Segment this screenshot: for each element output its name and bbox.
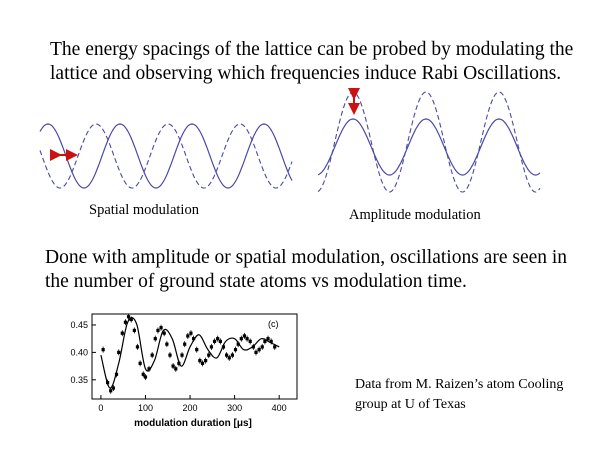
spatial-modulation-caption: Spatial modulation bbox=[89, 202, 199, 218]
data-point bbox=[168, 353, 172, 357]
fit-curve bbox=[100, 317, 280, 389]
amplitude-modulation-caption: Amplitude modulation bbox=[349, 207, 481, 223]
data-point bbox=[123, 320, 128, 324]
data-point bbox=[192, 337, 196, 341]
data-point bbox=[186, 334, 190, 338]
data-point bbox=[266, 337, 270, 341]
spatial-dashed-wave bbox=[39, 123, 293, 189]
data-point bbox=[180, 353, 184, 357]
y-tick-label: 0.35 bbox=[70, 375, 88, 385]
data-point bbox=[114, 372, 119, 376]
data-point bbox=[230, 353, 234, 357]
data-point bbox=[204, 359, 208, 363]
data-point bbox=[242, 334, 247, 338]
data-point bbox=[273, 345, 277, 349]
data-point bbox=[236, 342, 240, 346]
data-point bbox=[132, 328, 136, 333]
data-point bbox=[183, 342, 187, 346]
amplitude-modulation-diagram bbox=[317, 88, 541, 193]
data-point bbox=[129, 317, 133, 322]
data-point bbox=[117, 350, 121, 354]
data-point bbox=[224, 353, 229, 357]
x-axis: 0 100 200 300 400 bbox=[98, 395, 287, 413]
y-axis: 0.35 0.40 0.45 bbox=[70, 320, 96, 385]
data-point bbox=[257, 348, 261, 352]
data-point bbox=[216, 337, 220, 341]
data-point bbox=[174, 367, 178, 371]
y-tick-label: 0.45 bbox=[70, 320, 88, 330]
x-tick-label: 400 bbox=[272, 403, 287, 413]
data-point bbox=[138, 361, 142, 365]
data-point bbox=[159, 326, 163, 330]
data-point bbox=[126, 315, 131, 319]
x-axis-title: modulation duration [μs] bbox=[134, 418, 252, 429]
data-point bbox=[221, 345, 226, 349]
data-point bbox=[263, 339, 267, 344]
data-point bbox=[200, 361, 205, 365]
data-point bbox=[143, 375, 148, 379]
data-point bbox=[147, 367, 151, 371]
data-point bbox=[141, 372, 145, 376]
data-point bbox=[209, 345, 214, 349]
x-tick-label: 100 bbox=[138, 403, 153, 413]
data-point bbox=[269, 339, 273, 344]
amplitude-dashed-wave bbox=[317, 91, 541, 193]
data-point bbox=[150, 353, 154, 357]
spatial-modulation-diagram bbox=[39, 123, 293, 189]
data-point bbox=[105, 380, 110, 385]
data-credit: Data from M. Raizen’s atom Cooling group… bbox=[355, 377, 564, 412]
data-point bbox=[109, 389, 113, 393]
data-point bbox=[227, 356, 231, 360]
plot-frame bbox=[91, 313, 298, 400]
data-point bbox=[260, 345, 264, 349]
data-point bbox=[212, 339, 217, 344]
data-point bbox=[251, 345, 255, 349]
intro-text: The energy spacings of the lattice can b… bbox=[50, 39, 574, 84]
data-point bbox=[233, 348, 238, 352]
spatial-solid-wave bbox=[39, 123, 293, 189]
amplitude-solid-wave bbox=[317, 118, 541, 176]
data-point bbox=[198, 359, 202, 363]
data-point bbox=[101, 348, 105, 352]
data-point bbox=[162, 331, 166, 335]
data-point bbox=[245, 337, 249, 341]
data-point bbox=[165, 342, 169, 346]
data-point bbox=[156, 328, 160, 333]
data-point bbox=[120, 331, 124, 335]
data-point bbox=[111, 386, 115, 390]
data-point bbox=[207, 353, 211, 357]
oscillation-plot: 0.35 0.40 0.45 0 100 200 300 400 (c) modulatio… bbox=[70, 313, 298, 429]
data-point bbox=[248, 339, 252, 344]
x-tick-label: 200 bbox=[183, 403, 198, 413]
panel-label: (c) bbox=[268, 319, 279, 329]
x-tick-label: 300 bbox=[227, 403, 242, 413]
data-point bbox=[218, 339, 222, 344]
data-point bbox=[171, 364, 175, 368]
data-points bbox=[101, 313, 277, 394]
data-point bbox=[135, 345, 140, 349]
data-point bbox=[254, 350, 258, 354]
data-point bbox=[239, 337, 243, 341]
x-tick-label: 0 bbox=[98, 403, 103, 413]
data-point bbox=[177, 361, 181, 365]
data-point bbox=[195, 348, 199, 352]
result-text: Done with amplitude or spatial modulatio… bbox=[45, 247, 568, 292]
y-tick-label: 0.40 bbox=[70, 347, 88, 357]
data-point bbox=[153, 337, 157, 341]
data-point bbox=[189, 331, 193, 335]
